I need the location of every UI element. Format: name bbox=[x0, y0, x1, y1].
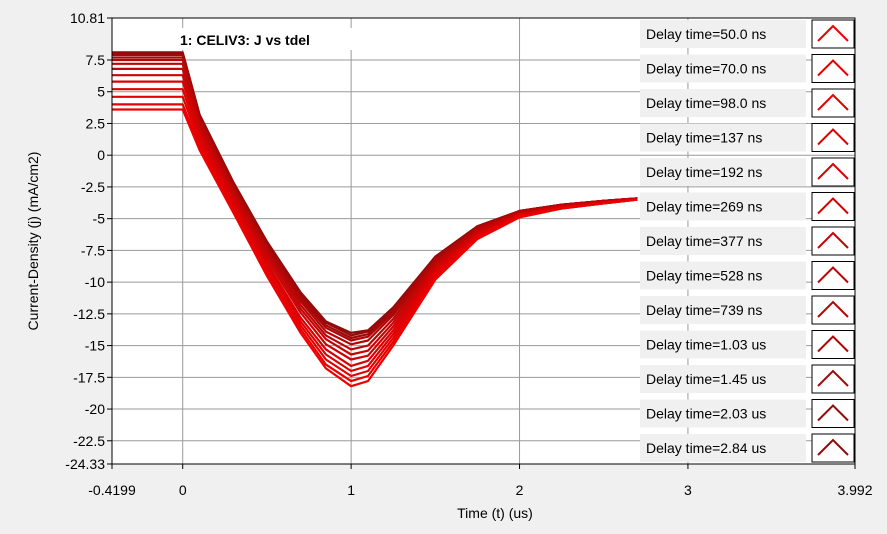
y-tick-label: -7.5 bbox=[81, 242, 105, 258]
y-tick-label: -17.5 bbox=[73, 369, 105, 385]
y-tick-label: -24.33 bbox=[65, 456, 105, 472]
y-tick-label: -20 bbox=[85, 401, 105, 417]
legend-label: Delay time=98.0 ns bbox=[646, 95, 766, 111]
legend-label-background bbox=[640, 123, 806, 152]
legend-swatch bbox=[811, 54, 855, 83]
plot-title-background bbox=[176, 28, 368, 50]
legend-label-background bbox=[640, 192, 806, 221]
legend-swatch bbox=[811, 123, 855, 152]
series-layer bbox=[112, 51, 638, 388]
y-tick-label: -15 bbox=[85, 338, 105, 354]
y-tick-label: -5 bbox=[93, 211, 106, 227]
y-tick-label: -22.5 bbox=[73, 433, 105, 449]
legend-swatch-line bbox=[817, 197, 849, 215]
legend-label-background bbox=[640, 227, 806, 255]
legend: Delay time=50.0 ns Delay time=70.0 ns Dela… bbox=[640, 19, 855, 463]
legend-swatch-line bbox=[817, 128, 849, 146]
legend-label-background bbox=[640, 330, 806, 359]
legend-swatch bbox=[811, 226, 855, 256]
legend-label-background bbox=[640, 365, 806, 393]
x-tick-label: 1 bbox=[347, 482, 355, 498]
x-tick-label: 3.992 bbox=[837, 482, 872, 498]
y-tick-label: -12.5 bbox=[73, 306, 105, 322]
legend-label-background bbox=[640, 158, 806, 186]
legend-swatch bbox=[811, 295, 855, 325]
legend-label-background bbox=[640, 434, 806, 462]
x-tick-label: -0.4199 bbox=[88, 482, 136, 498]
legend-label: Delay time=2.84 us bbox=[646, 440, 766, 456]
legend-swatch bbox=[811, 330, 855, 359]
y-tick-label: -2.5 bbox=[81, 179, 105, 195]
legend-swatch-line bbox=[817, 300, 849, 318]
x-tick-label: 2 bbox=[516, 482, 524, 498]
legend-swatch bbox=[811, 433, 855, 463]
legend-label: Delay time=137 ns bbox=[646, 130, 762, 146]
legend-label-background bbox=[640, 261, 806, 290]
legend-label-background bbox=[640, 89, 806, 117]
y-tick-label: 10.81 bbox=[70, 10, 105, 26]
y-tick-label: 0 bbox=[97, 147, 105, 163]
y-tick-label: 2.5 bbox=[86, 115, 106, 131]
x-tick-label: 0 bbox=[179, 482, 187, 498]
legend-label-background bbox=[640, 399, 806, 428]
legend-swatch-line bbox=[817, 335, 849, 353]
y-tick-label: 7.5 bbox=[86, 52, 106, 68]
legend-label: Delay time=2.03 us bbox=[646, 406, 766, 422]
legend-label: Delay time=70.0 ns bbox=[646, 61, 766, 77]
legend-swatch-line bbox=[817, 231, 849, 249]
legend-label-background bbox=[640, 20, 806, 48]
y-tick-label: -10 bbox=[85, 274, 105, 290]
legend-swatch bbox=[811, 19, 855, 49]
legend-label-background bbox=[640, 54, 806, 83]
legend-label: Delay time=1.03 us bbox=[646, 337, 766, 353]
legend-label: Delay time=192 ns bbox=[646, 164, 762, 180]
legend-swatch bbox=[811, 364, 855, 394]
legend-swatch bbox=[811, 192, 855, 221]
legend-label-background bbox=[640, 296, 806, 324]
plot-title: 1: CELIV3: J vs tdel bbox=[180, 32, 310, 48]
legend-swatch-line bbox=[817, 59, 849, 77]
legend-swatch-line bbox=[817, 24, 849, 42]
legend-swatch-line bbox=[817, 266, 849, 284]
x-tick-label: 3 bbox=[684, 482, 692, 498]
legend-swatch-line bbox=[817, 369, 849, 387]
legend-swatch bbox=[811, 157, 855, 187]
series-line bbox=[112, 108, 638, 388]
legend-swatch-line bbox=[817, 438, 849, 456]
legend-swatch-line bbox=[817, 162, 849, 180]
series-line bbox=[112, 74, 638, 361]
legend-label: Delay time=528 ns bbox=[646, 268, 762, 284]
y-axis-ticks: -24.33 -22.5 -20 -17.5 -15 -12.5 -10 -7.5 -5 -2.5… bbox=[65, 10, 112, 472]
legend-swatch-line bbox=[817, 404, 849, 422]
y-tick-label: 5 bbox=[97, 84, 105, 100]
legend-label: Delay time=377 ns bbox=[646, 233, 762, 249]
legend-swatch bbox=[811, 261, 855, 290]
y-axis-title: Current-Density (j) (mA/cm2) bbox=[25, 152, 41, 331]
x-axis-ticks: -0.4199 0 1 2 3 3.992 bbox=[88, 464, 873, 498]
legend-label: Delay time=50.0 ns bbox=[646, 26, 766, 42]
legend-swatch bbox=[811, 88, 855, 118]
x-axis-title: Time (t) (us) bbox=[457, 505, 533, 521]
legend-swatch bbox=[811, 399, 855, 428]
legend-swatch-line bbox=[817, 93, 849, 111]
plot-border bbox=[111, 17, 856, 465]
legend-label: Delay time=269 ns bbox=[646, 199, 762, 215]
legend-label: Delay time=739 ns bbox=[646, 302, 762, 318]
legend-label: Delay time=1.45 us bbox=[646, 371, 766, 387]
